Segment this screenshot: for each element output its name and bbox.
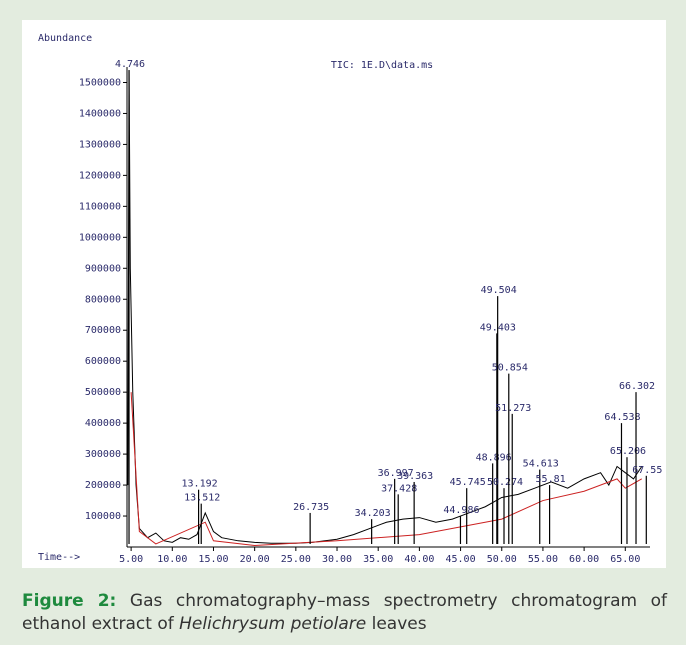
x-tick-label: 45.00 bbox=[446, 554, 476, 565]
x-tick-label: 65.00 bbox=[610, 554, 640, 565]
peak-label: 64.538 bbox=[604, 412, 640, 423]
peak-label: 39.363 bbox=[397, 471, 433, 482]
y-tick-label: 1300000 bbox=[79, 139, 121, 150]
y-tick-label: 200000 bbox=[85, 480, 121, 491]
trace-line bbox=[130, 392, 643, 546]
x-tick-label: 15.00 bbox=[198, 554, 228, 565]
caption: Figure 2: Gas chromatography–mass spectr… bbox=[22, 590, 667, 636]
caption-label: Figure 2: bbox=[22, 591, 117, 611]
x-tick-label: 20.00 bbox=[240, 554, 270, 565]
peak-label: 13.192 bbox=[182, 479, 218, 490]
chart-title: TIC: 1E.D\data.ms bbox=[331, 60, 433, 71]
x-axis-label: Time--> bbox=[38, 552, 80, 563]
peak-label: 13.512 bbox=[184, 493, 220, 504]
y-axis-label: Abundance bbox=[38, 33, 92, 44]
peak-label: 51.273 bbox=[495, 403, 531, 414]
y-tick-label: 1500000 bbox=[79, 77, 121, 88]
y-tick-label: 400000 bbox=[85, 418, 121, 429]
y-tick-label: 100000 bbox=[85, 511, 121, 522]
peak-label: 48.896 bbox=[476, 452, 512, 463]
peak-label: 34.203 bbox=[355, 508, 391, 519]
peak-label: 4.746 bbox=[115, 59, 145, 70]
y-tick-label: 1000000 bbox=[79, 232, 121, 243]
caption-text: leaves bbox=[366, 614, 427, 634]
x-tick-label: 5.00 bbox=[119, 554, 143, 565]
y-tick-label: 800000 bbox=[85, 294, 121, 305]
y-tick-label: 1400000 bbox=[79, 108, 121, 119]
y-tick-label: 700000 bbox=[85, 325, 121, 336]
caption-text: Gas chromatography–mass spectrometry chr… bbox=[22, 591, 668, 634]
peak-label: 36.997 bbox=[378, 468, 414, 479]
peak-label: 45.745 bbox=[450, 477, 486, 488]
peak-label: 55.81 bbox=[536, 474, 566, 485]
x-tick-label: 35.00 bbox=[363, 554, 393, 565]
caption-species: Helichrysum petiolare bbox=[179, 614, 367, 634]
x-tick-label: 25.00 bbox=[281, 554, 311, 565]
peak-label: 54.613 bbox=[523, 459, 559, 470]
trace-line bbox=[127, 70, 643, 544]
x-tick-label: 50.00 bbox=[487, 554, 517, 565]
peak-label: 50.274 bbox=[487, 477, 523, 488]
chart: Abundance Time--> TIC: 1E.D\data.ms 1000… bbox=[22, 20, 666, 568]
peak-label: 66.302 bbox=[619, 381, 655, 392]
y-tick-label: 1100000 bbox=[79, 201, 121, 212]
x-tick-label: 55.00 bbox=[528, 554, 558, 565]
y-tick-label: 300000 bbox=[85, 449, 121, 460]
y-tick-label: 900000 bbox=[85, 263, 121, 274]
x-tick-label: 10.00 bbox=[157, 554, 187, 565]
peak-label: 49.504 bbox=[481, 285, 517, 296]
y-tick-label: 600000 bbox=[85, 356, 121, 367]
peak-label: 26.735 bbox=[293, 502, 329, 513]
peak-label: 44.986 bbox=[443, 505, 479, 516]
peak-label: 37.428 bbox=[381, 483, 417, 494]
x-tick-label: 60.00 bbox=[569, 554, 599, 565]
y-tick-label: 500000 bbox=[85, 387, 121, 398]
peak-label: 67.55 bbox=[632, 465, 662, 476]
peak-label: 50.854 bbox=[492, 363, 528, 374]
x-tick-label: 30.00 bbox=[322, 554, 352, 565]
x-tick-label: 40.00 bbox=[404, 554, 434, 565]
y-tick-label: 1200000 bbox=[79, 170, 121, 181]
peak-label: 65.206 bbox=[610, 446, 646, 457]
